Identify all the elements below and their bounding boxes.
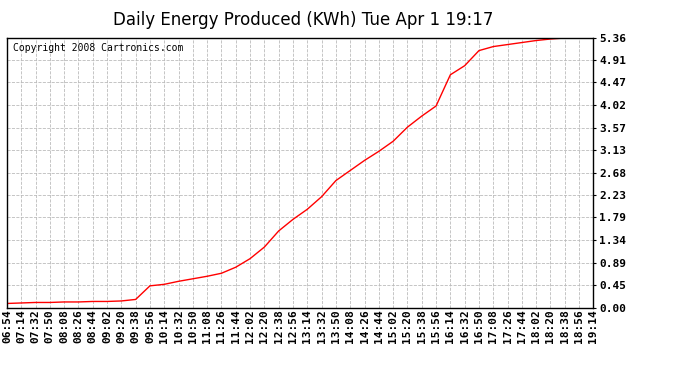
Text: Copyright 2008 Cartronics.com: Copyright 2008 Cartronics.com	[13, 43, 183, 53]
Text: Daily Energy Produced (KWh) Tue Apr 1 19:17: Daily Energy Produced (KWh) Tue Apr 1 19…	[113, 11, 494, 29]
